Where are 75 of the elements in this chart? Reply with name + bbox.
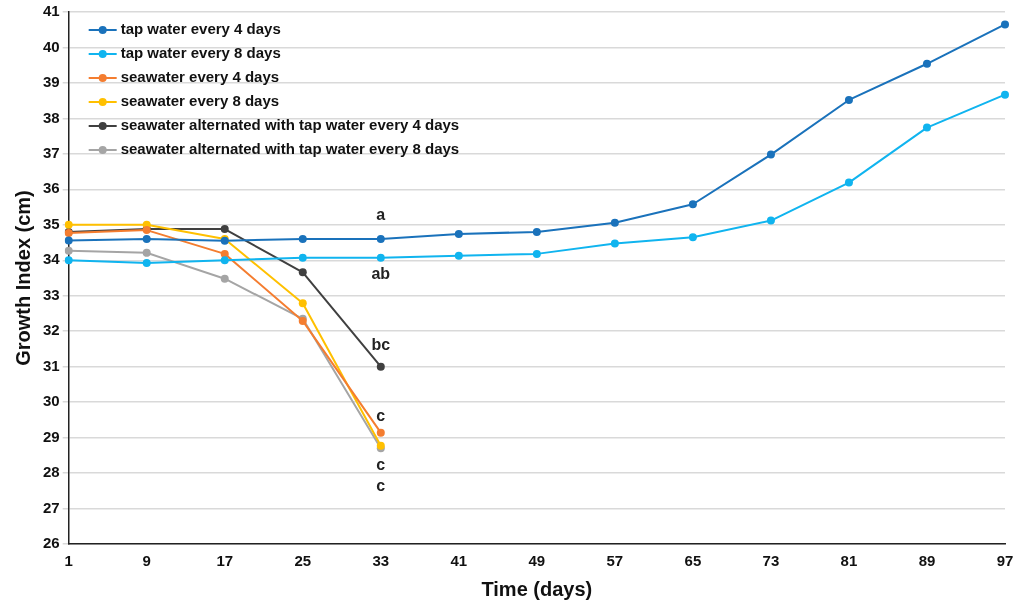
point: [64, 236, 73, 245]
y-tick-label: 37: [43, 144, 60, 162]
point: [220, 256, 229, 265]
point: [64, 246, 73, 255]
y-tick-label: 32: [43, 321, 60, 339]
y-tick-label: 41: [43, 2, 60, 20]
point: [844, 95, 853, 104]
x-tick-label: 57: [606, 552, 624, 570]
point: [1001, 20, 1009, 29]
point: [688, 200, 697, 209]
y-tick-label: 27: [43, 498, 60, 516]
point: [454, 251, 463, 260]
y-tick-label: 36: [43, 179, 60, 197]
x-tick-label: 49: [528, 552, 546, 570]
x-tick-label: 89: [918, 552, 936, 570]
y-tick-label: 26: [43, 534, 60, 552]
y-tick-label: 29: [43, 427, 60, 445]
y-tick-label: 38: [43, 108, 60, 126]
point: [844, 178, 853, 187]
x-tick-label: 81: [840, 552, 858, 570]
point: [220, 274, 229, 283]
y-tick-label: 33: [43, 285, 60, 303]
x-tick-label: 41: [450, 552, 468, 570]
point: [1001, 90, 1009, 99]
annotation: c: [376, 456, 386, 474]
point: [376, 428, 385, 437]
y-tick-label: 31: [43, 356, 60, 374]
point: [610, 239, 619, 248]
y-tick-label: 39: [43, 73, 60, 91]
x-axis-title: Time (days): [481, 577, 593, 600]
point: [688, 233, 697, 242]
point: [220, 225, 229, 234]
annotation: a: [376, 206, 386, 224]
point: [142, 234, 151, 243]
point: [610, 218, 619, 227]
point: [766, 150, 775, 159]
point: [532, 227, 541, 236]
point: [454, 230, 463, 239]
point: [766, 216, 775, 225]
point: [298, 268, 307, 277]
legend-label: seawater alternated with tap water every 8 days: [120, 140, 460, 158]
y-tick-label: 30: [43, 392, 60, 410]
point: [298, 234, 307, 243]
y-tick-label: 34: [43, 250, 61, 268]
point: [922, 123, 931, 132]
x-tick-label: 1: [64, 552, 73, 570]
point: [376, 362, 385, 371]
x-tick-label: 97: [996, 552, 1014, 570]
annotation: bc: [371, 335, 391, 353]
point: [142, 248, 151, 257]
point: [142, 259, 151, 268]
legend-label: tap water every 4 days: [120, 20, 281, 38]
point: [376, 234, 385, 243]
point: [376, 253, 385, 262]
legend-label: seawater alternated with tap water every 4 days: [120, 116, 460, 134]
y-tick-label: 35: [43, 214, 60, 232]
point: [532, 249, 541, 258]
y-tick-label: 40: [43, 37, 60, 55]
annotation: c: [376, 477, 386, 495]
legend-label: tap water every 8 days: [120, 44, 281, 62]
annotation: ab: [371, 264, 391, 282]
x-tick-label: 17: [216, 552, 234, 570]
point: [298, 299, 307, 308]
legend-label: seawater every 4 days: [120, 68, 280, 86]
point: [922, 59, 931, 68]
x-tick-label: 65: [684, 552, 702, 570]
legend-label: seawater every 8 days: [120, 92, 280, 110]
point: [298, 253, 307, 262]
annotation: c: [376, 406, 386, 424]
x-tick-label: 25: [294, 552, 312, 570]
y-tick-label: 28: [43, 463, 60, 481]
x-tick-label: 9: [142, 552, 151, 570]
y-axis-title: Growth Index (cm): [11, 190, 34, 366]
x-tick-label: 73: [762, 552, 780, 570]
x-tick-label: 33: [372, 552, 390, 570]
